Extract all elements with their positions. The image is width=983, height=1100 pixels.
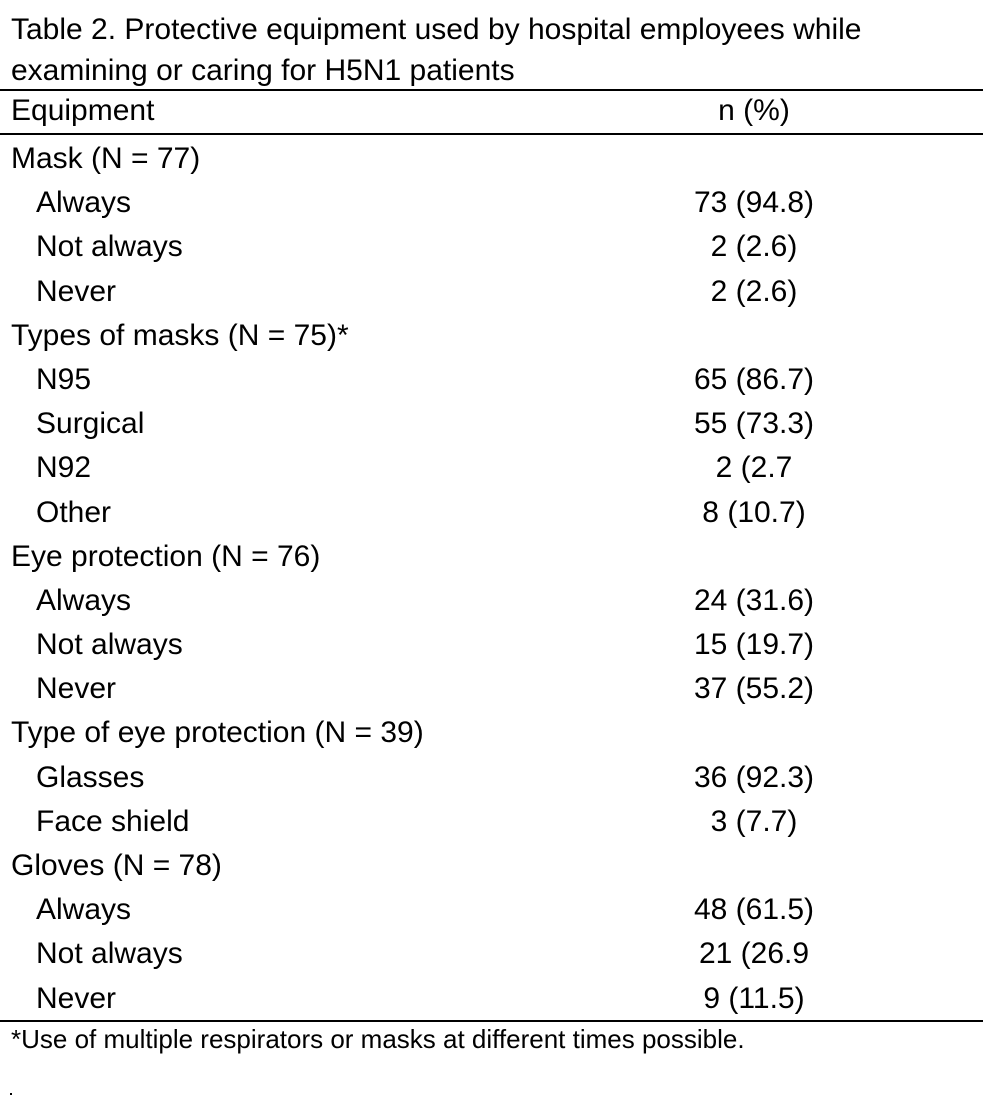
row-value: 65 (86.7) [693, 362, 815, 396]
row-label: Other [36, 495, 112, 529]
row-label: Not always [36, 937, 183, 971]
table-caption: Table 2. Protective equipment used by ho… [11, 13, 862, 87]
row-value: 9 (11.5) [703, 981, 805, 1015]
table-row: Other 8 (10.7) [0, 492, 983, 536]
row-label: Always [36, 583, 132, 617]
table-footnote: *Use of multiple respirators or masks at… [11, 1024, 745, 1054]
table-row: N92 2 (2.7 [0, 447, 983, 491]
table-group-row: Types of masks (N = 75)* [0, 315, 983, 359]
row-label: Always [36, 186, 132, 220]
table-row: Never 2 (2.6) [0, 271, 983, 315]
table-row: Never 9 (11.5) [0, 978, 983, 1022]
row-label: N95 [36, 362, 92, 396]
row-value: 48 (61.5) [693, 893, 815, 927]
row-value: 8 (10.7) [702, 495, 806, 529]
table-group-row: Type of eye protection (N = 39) [0, 712, 983, 756]
table-group-row: Eye protection (N = 76) [0, 536, 983, 580]
row-value: 37 (55.2) [693, 672, 815, 706]
top-rule [0, 89, 983, 91]
table-row: Always 24 (31.6) [0, 580, 983, 624]
group-label: Gloves (N = 78) [11, 849, 222, 882]
bottom-rule [0, 1020, 983, 1022]
row-label: Never [36, 274, 117, 308]
table-group-row: Gloves (N = 78) [0, 845, 983, 889]
row-value: 21 (26.9 [698, 937, 810, 971]
row-label: Never [36, 672, 117, 706]
table-group-row: Mask (N = 77) [0, 138, 983, 182]
row-label: Never [36, 981, 117, 1015]
row-label: Surgical [36, 407, 145, 441]
stray-dot [10, 1093, 12, 1095]
table-row: Not always 21 (26.9 [0, 933, 983, 977]
table-row: Face shield 3 (7.7) [0, 801, 983, 845]
table-row: N95 65 (86.7) [0, 359, 983, 403]
row-label: Face shield [36, 804, 190, 838]
row-label: N92 [36, 451, 92, 485]
table-row: Always 73 (94.8) [0, 182, 983, 226]
row-label: Not always [36, 628, 183, 662]
group-label: Type of eye protection (N = 39) [11, 716, 424, 750]
row-value: 3 (7.7) [710, 804, 798, 838]
table-row: Surgical 55 (73.3) [0, 403, 983, 447]
row-value: 2 (2.6) [710, 274, 798, 308]
row-value: 15 (19.7) [693, 628, 815, 662]
table-body: Mask (N = 77) Always 73 (94.8) Not always 2 … [0, 138, 983, 1022]
row-value: 36 (92.3) [693, 760, 815, 794]
row-label: Glasses [36, 760, 145, 794]
group-label: Types of masks (N = 75)* [11, 318, 349, 352]
group-label: Eye protection (N = 76) [11, 539, 321, 573]
group-label: Mask (N = 77) [11, 142, 201, 175]
column-header-equipment: Equipment [11, 94, 155, 127]
row-value: 55 (73.3) [693, 407, 815, 441]
table-header: Equipment n (%) [0, 91, 983, 133]
row-value: 73 (94.8) [693, 186, 815, 220]
row-label: Always [36, 893, 132, 927]
row-label: Not always [36, 230, 183, 264]
table-row: Glasses 36 (92.3) [0, 757, 983, 801]
row-value: 2 (2.7 [715, 451, 793, 485]
table-row: Not always 2 (2.6) [0, 226, 983, 270]
header-rule [0, 133, 983, 135]
table-row: Never 37 (55.2) [0, 668, 983, 712]
table-row: Always 48 (61.5) [0, 889, 983, 933]
row-value: 2 (2.6) [710, 230, 798, 264]
row-value: 24 (31.6) [693, 583, 815, 617]
column-header-count: n (%) [718, 94, 790, 127]
table-row: Not always 15 (19.7) [0, 624, 983, 668]
